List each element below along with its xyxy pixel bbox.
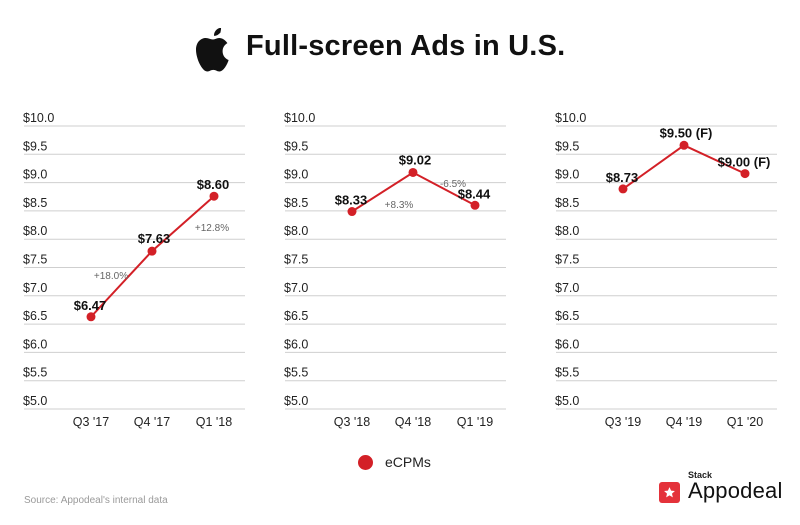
data-point [679,140,689,150]
y-tick-label: $6.0 [23,337,47,351]
change-label: +8.3% [385,200,414,211]
y-tick-label: $9.0 [284,168,308,182]
source-note: Source: Appodeal's internal data [24,495,168,506]
y-tick-label: $6.0 [284,337,308,351]
x-tick-label: Q3 '17 [73,415,109,429]
y-tick-label: $9.5 [555,139,579,153]
data-label: $8.73 [606,170,639,185]
data-point [408,167,418,177]
x-tick-label: Q1 '19 [457,415,493,429]
data-point [618,184,628,194]
data-point [209,191,219,201]
x-tick-label: Q4 '19 [666,415,702,429]
y-tick-label: $7.0 [284,281,308,295]
title-area: Full-screen Ads in U.S. [0,28,800,74]
y-tick-label: $5.5 [23,366,47,380]
y-tick-label: $7.5 [23,253,47,267]
x-tick-label: Q1 '18 [196,415,232,429]
data-point [740,169,750,179]
y-tick-label: $9.0 [555,168,579,182]
y-tick-label: $9.0 [23,168,47,182]
y-tick-label: $10.0 [23,111,54,125]
change-label: +12.8% [195,223,229,234]
x-tick-label: Q4 '18 [395,415,431,429]
data-label: $8.44 [458,186,491,201]
data-label: $6.47 [74,298,107,313]
y-tick-label: $8.0 [555,224,579,238]
data-point [86,312,96,322]
legend-label: eCPMs [385,454,431,470]
x-tick-label: Q4 '17 [134,415,170,429]
y-tick-label: $6.5 [23,309,47,323]
y-tick-label: $7.5 [555,253,579,267]
y-tick-label: $7.0 [23,281,47,295]
legend-marker [358,454,373,470]
y-tick-label: $7.0 [555,281,579,295]
data-label: $8.33 [335,193,368,208]
data-label: $7.63 [138,231,171,246]
y-tick-label: $8.5 [555,196,579,210]
data-label: $9.50 (F) [660,125,713,140]
x-tick-label: Q3 '19 [605,415,641,429]
y-tick-label: $8.5 [284,196,308,210]
data-point [347,207,357,217]
x-tick-label: Q1 '20 [727,415,763,429]
y-tick-label: $8.5 [23,196,47,210]
data-point [147,246,157,256]
data-label: $8.60 [197,177,230,192]
y-tick-label: $10.0 [284,111,315,125]
change-label: +18.0% [94,271,128,282]
apple-logo-icon [196,28,229,72]
y-tick-label: $7.5 [284,253,308,267]
y-tick-label: $5.5 [555,366,579,380]
data-point [470,200,480,210]
y-tick-label: $6.5 [555,309,579,323]
y-tick-label: $5.0 [284,394,308,408]
x-tick-label: Q3 '18 [334,415,370,429]
star-icon [659,482,680,503]
brand-logo: Stack Appodeal [659,470,789,506]
y-tick-label: $6.0 [555,337,579,351]
change-label: -6.5% [440,179,466,190]
brand-name: Appodeal [688,478,783,503]
y-tick-label: $5.0 [555,394,579,408]
legend: eCPMs [358,452,431,472]
y-tick-label: $9.5 [23,139,47,153]
y-tick-label: $10.0 [555,111,586,125]
page-title: Full-screen Ads in U.S. [246,30,566,62]
data-label: $9.00 (F) [718,155,771,170]
brand-sub-label: Stack [688,470,713,480]
data-label: $9.02 [399,152,432,167]
y-tick-label: $8.0 [23,224,47,238]
y-tick-label: $8.0 [284,224,308,238]
y-tick-label: $5.5 [284,366,308,380]
series-line [90,195,215,318]
y-tick-label: $6.5 [284,309,308,323]
y-tick-label: $5.0 [23,394,47,408]
y-tick-label: $9.5 [284,139,308,153]
